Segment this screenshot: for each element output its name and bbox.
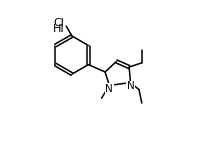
Text: Cl: Cl (53, 18, 64, 28)
Text: N: N (105, 84, 113, 94)
Text: HI: HI (53, 24, 64, 34)
Text: N: N (127, 81, 134, 91)
